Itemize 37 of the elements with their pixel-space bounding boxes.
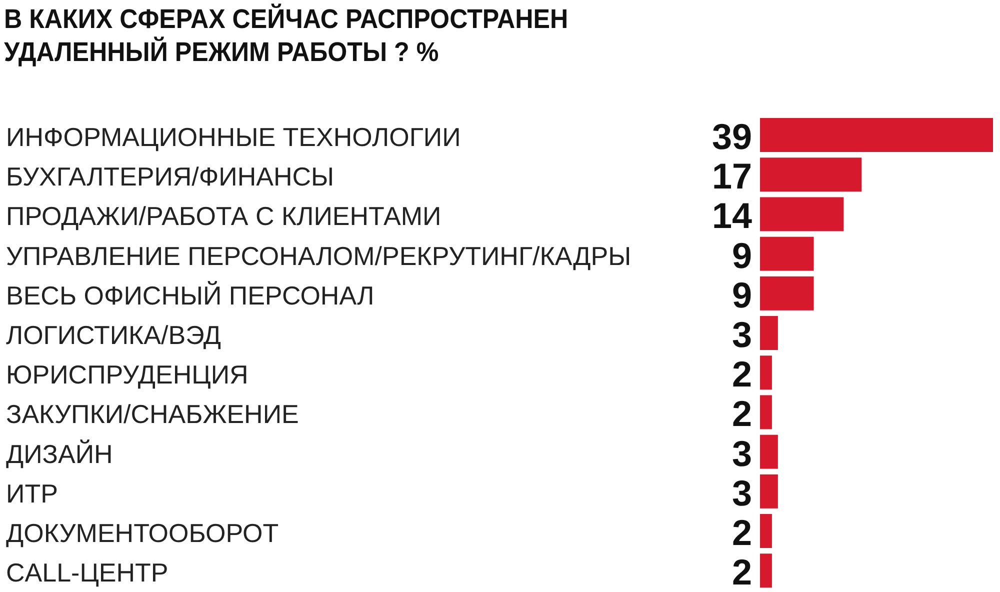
bar (760, 434, 778, 469)
y-tick-label: ЛОГИСТИКА/ВЭД (6, 320, 222, 350)
y-tick-label: БУХГАЛТЕРИЯ/ФИНАНСЫ (6, 162, 334, 192)
bar (760, 514, 772, 548)
data-label: 9 (732, 234, 752, 276)
bar (760, 158, 862, 192)
data-label: 2 (732, 354, 752, 395)
data-label: 3 (732, 432, 752, 474)
y-tick-label: ЗАКУПКИ/СНАБЖЕНИЕ (6, 399, 299, 430)
y-tick-label: ВЕСЬ ОФИСНЫЙ ПЕРСОНАЛ (6, 280, 374, 310)
data-label: 9 (732, 274, 752, 316)
y-tick-label: ЮРИСПРУДЕНЦИЯ (6, 360, 248, 390)
bar (760, 118, 993, 152)
bar (760, 474, 778, 508)
y-tick-label: ДОКУМЕНТООБОРОТ (6, 518, 279, 548)
y-tick-label: ИТР (6, 478, 58, 508)
y-tick-label: CALL-ЦЕНТР (6, 558, 168, 588)
bar (760, 356, 772, 390)
bar (760, 395, 772, 430)
data-label: 2 (732, 393, 752, 434)
bar (760, 316, 778, 350)
y-tick-label: УПРАВЛЕНИЕ ПЕРСОНАЛОМ/РЕКРУТИНГ/КАДРЫ (6, 240, 632, 271)
bar (760, 236, 814, 271)
bar (760, 276, 814, 310)
bar (760, 554, 772, 588)
y-tick-label: ПРОДАЖИ/РАБОТА С КЛИЕНТАМИ (6, 201, 442, 232)
data-label: 3 (732, 314, 752, 355)
data-label: 39 (712, 116, 752, 157)
data-label: 14 (712, 195, 752, 236)
data-label: 3 (732, 472, 752, 514)
text: В КАКИХ СФЕРАХ СЕЙЧАС РАСПРОСТРАНЕН УДАЛЕННЫЙ РЕЖИМ РАБОТЫ ? % (4, 3, 568, 68)
bar (760, 197, 844, 232)
y-tick-label: ИНФОРМАЦИОННЫЕ ТЕХНОЛОГИИ (6, 122, 461, 152)
y-tick-label: ДИЗАЙН (6, 438, 113, 469)
data-label: 17 (712, 156, 752, 197)
data-label: 2 (732, 512, 752, 553)
data-label: 2 (732, 552, 752, 592)
